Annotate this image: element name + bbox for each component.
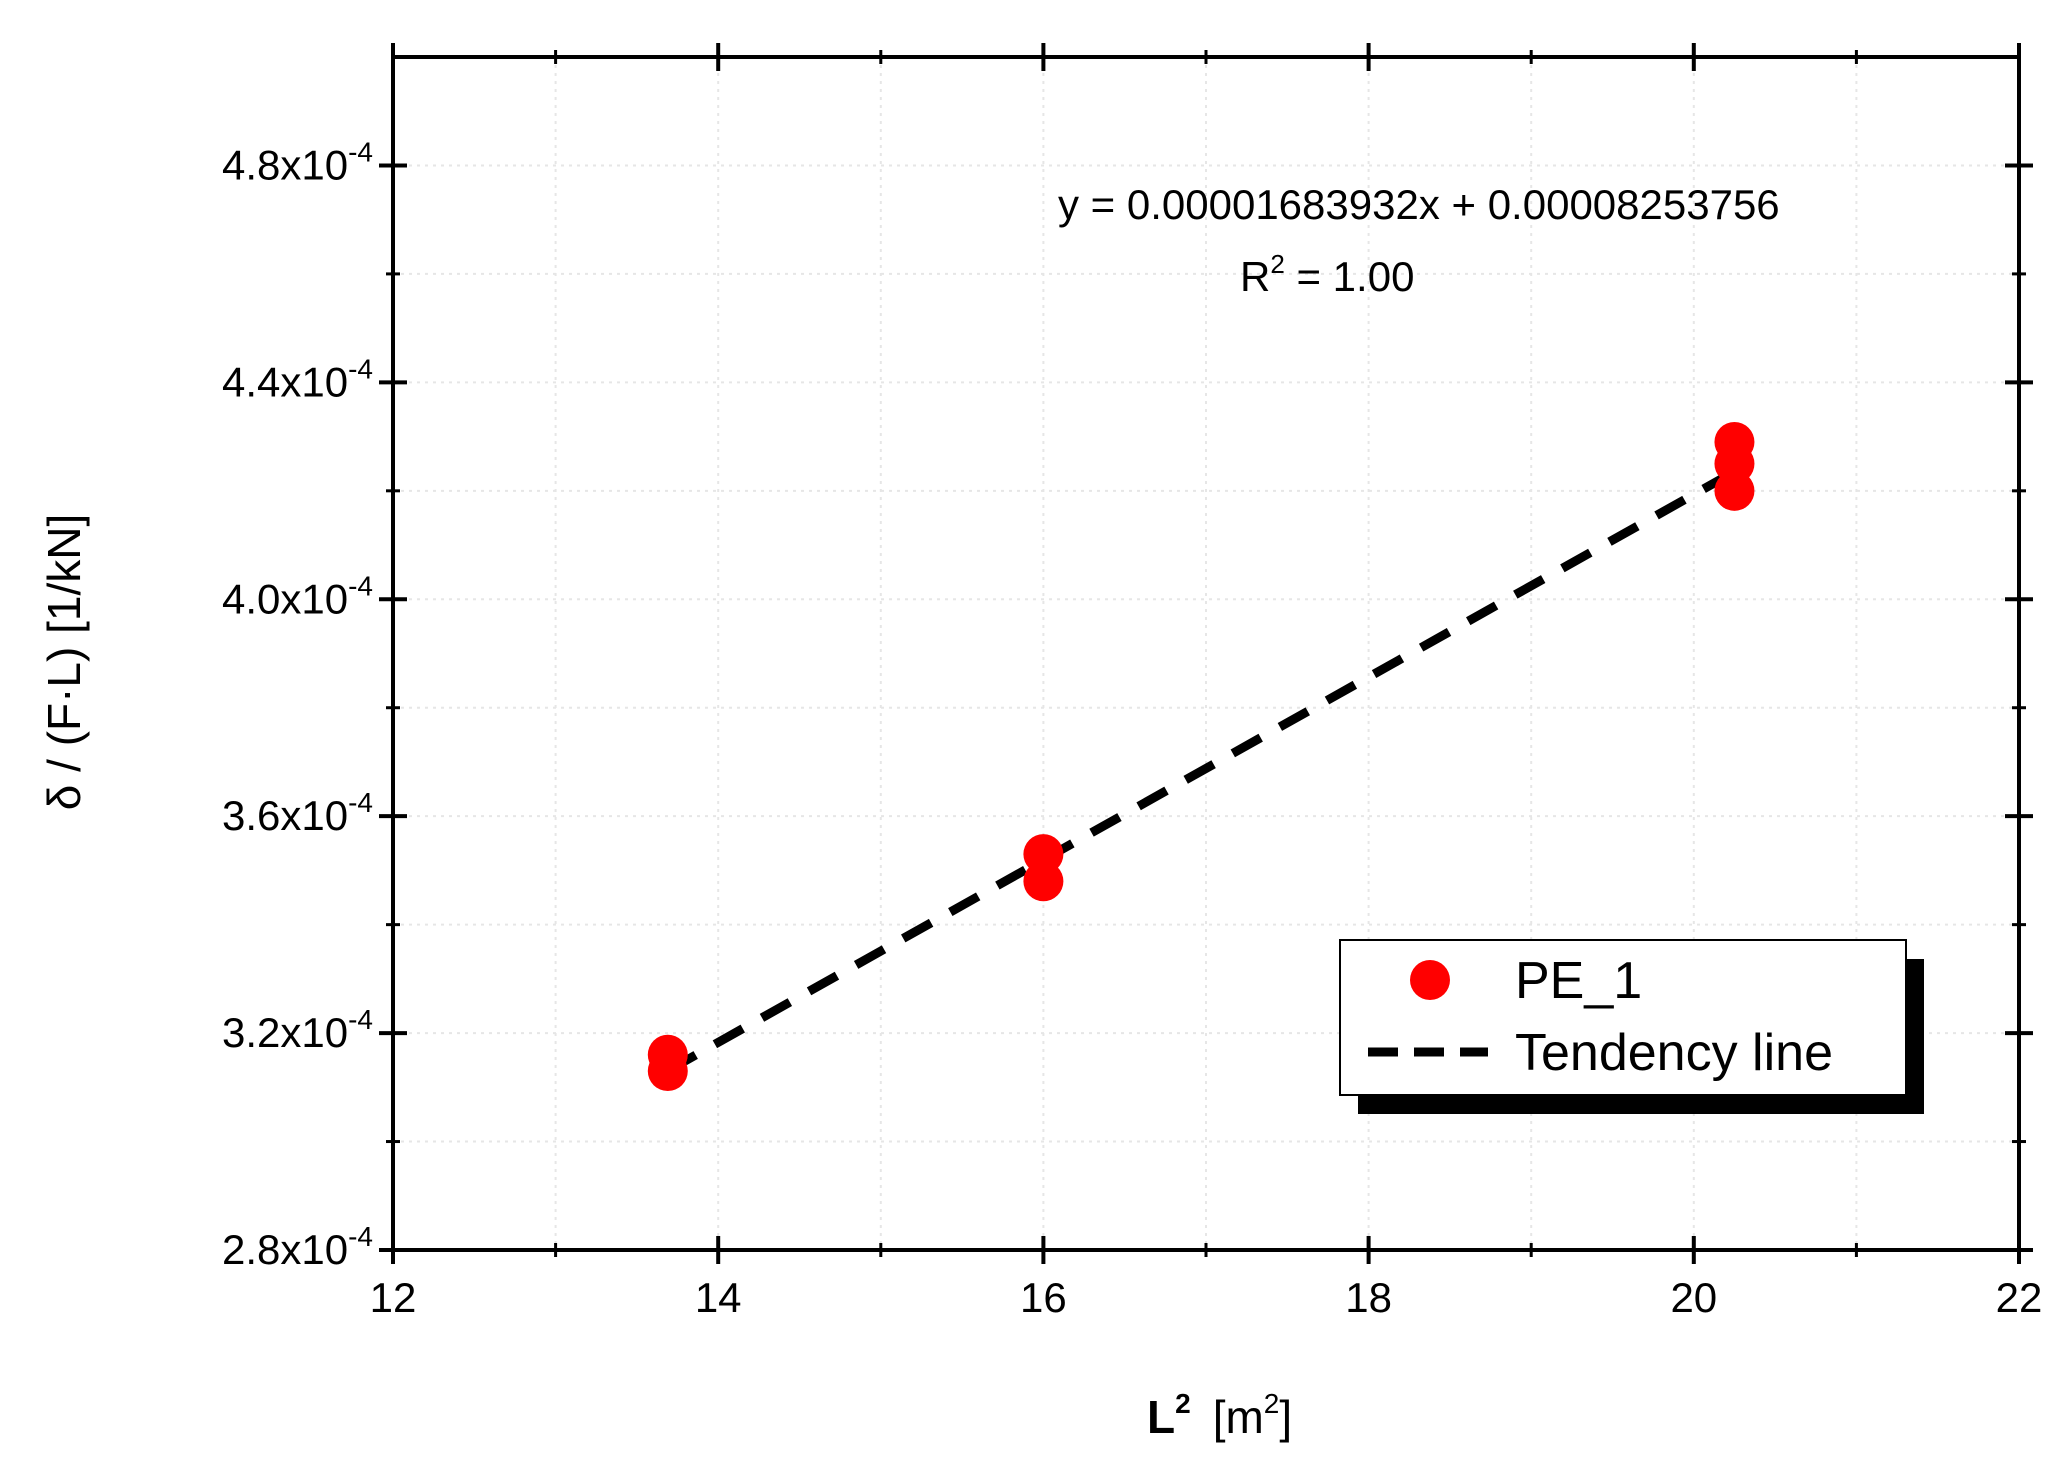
x-tick-label: 22 <box>1996 1274 2043 1321</box>
x-tick-label: 18 <box>1345 1274 1392 1321</box>
y-tick-exponent: -4 <box>348 353 373 384</box>
data-point-pe1 <box>1023 861 1064 902</box>
regression-equation: y = 0.00001683932x + 0.00008253756 <box>1058 181 1780 228</box>
data-point-pe1 <box>647 1051 688 1092</box>
x-axis-title-main: L <box>1147 1391 1175 1443</box>
legend: PE_1 Tendency line <box>1339 939 1924 1114</box>
y-tick-label: 3.6x10-4 <box>222 787 373 839</box>
y-tick-label: 3.2x10-4 <box>222 1004 373 1056</box>
y-tick-mantissa: 2.8x10 <box>222 1226 348 1273</box>
r-squared-sup: 2 <box>1270 249 1284 279</box>
x-axis-title-unit-close: ] <box>1279 1391 1292 1443</box>
y-tick-exponent: -4 <box>348 1004 373 1035</box>
y-tick-exponent: -4 <box>348 136 373 167</box>
y-tick-mantissa: 3.6x10 <box>222 792 348 839</box>
y-tick-mantissa: 4.4x10 <box>222 358 348 405</box>
y-tick-label: 4.0x10-4 <box>222 570 373 622</box>
axes-layer <box>379 43 2033 1264</box>
legend-label-pe1: PE_1 <box>1515 952 1642 1010</box>
y-tick-label: 4.4x10-4 <box>222 353 373 405</box>
y-tick-label: 2.8x10-4 <box>222 1221 373 1273</box>
tendency-line <box>665 467 1737 1075</box>
x-tick-label: 14 <box>695 1274 742 1321</box>
data-layer <box>647 422 1755 1092</box>
r-squared-symbol: R <box>1240 253 1270 300</box>
data-point-pe1 <box>1714 470 1755 511</box>
r-squared-label: R2 = 1.00 <box>1240 249 1414 300</box>
x-axis-title-unit: [m <box>1213 1391 1264 1443</box>
tick-labels: 12 14 16 18 20 222.8x10-43.2x10-43.6x10-44.0x… <box>222 136 2042 1321</box>
x-tick-label: 12 <box>370 1274 417 1321</box>
y-tick-exponent: -4 <box>348 570 373 601</box>
y-tick-exponent: -4 <box>348 787 373 818</box>
x-tick-label: 20 <box>1670 1274 1717 1321</box>
y-tick-mantissa: 4.8x10 <box>222 141 348 188</box>
y-tick-mantissa: 3.2x10 <box>222 1009 348 1056</box>
legend-marker-pe1 <box>1410 960 1450 1000</box>
x-tick-label: 16 <box>1020 1274 1067 1321</box>
x-axis-title-unit-sup: 2 <box>1264 1388 1280 1419</box>
legend-label-tendency: Tendency line <box>1515 1024 1833 1082</box>
r-squared-value: = 1.00 <box>1285 253 1415 300</box>
y-tick-label: 4.8x10-4 <box>222 136 373 188</box>
y-tick-mantissa: 4.0x10 <box>222 575 348 622</box>
x-axis-title: L2 [m2] <box>1147 1388 1292 1443</box>
x-axis-title-main-sup: 2 <box>1175 1388 1191 1419</box>
y-axis-title: δ / (F·L) [1/kN] <box>38 514 90 811</box>
y-tick-exponent: -4 <box>348 1221 373 1252</box>
